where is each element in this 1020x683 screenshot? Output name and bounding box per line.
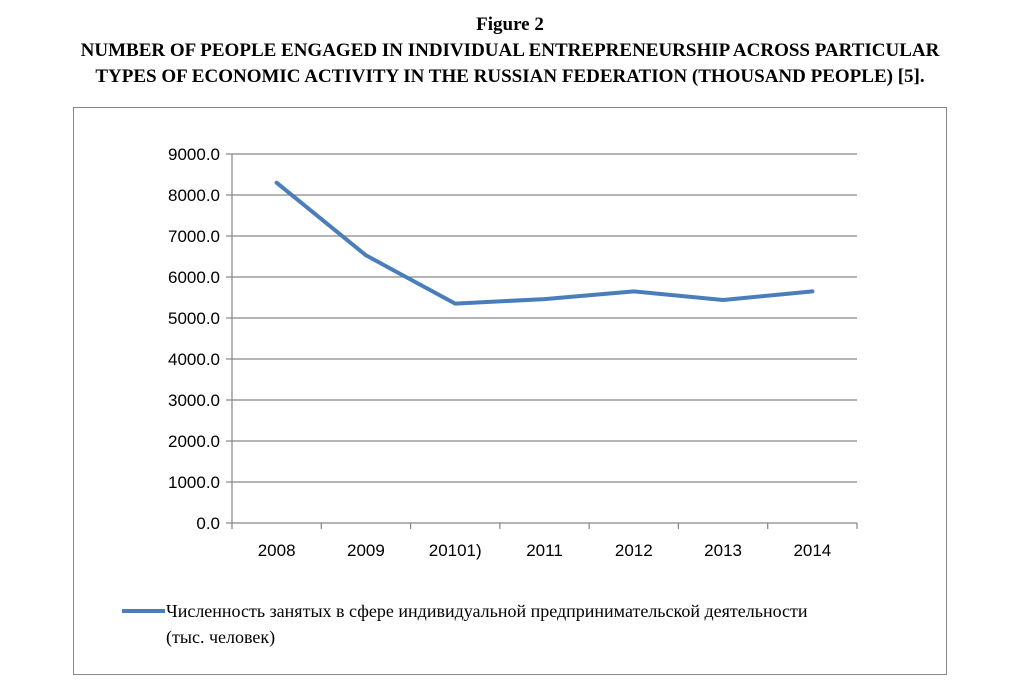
- x-tick-label: 20101): [429, 541, 482, 560]
- x-tick-label: 2012: [615, 541, 653, 560]
- x-tick-label: 2009: [347, 541, 385, 560]
- y-tick-label: 5000.0: [168, 309, 220, 328]
- y-tick-label: 8000.0: [168, 186, 220, 205]
- series-group: [274, 180, 815, 306]
- chart-frame: [73, 107, 947, 675]
- gridlines: [232, 153, 857, 483]
- y-tick-label: 3000.0: [168, 391, 220, 410]
- axes: [226, 153, 858, 529]
- x-tick-label: 2014: [793, 541, 831, 560]
- y-tick-label: 9000.0: [168, 145, 220, 164]
- x-tick-labels: 2008 2009 20101) 2011 2012 2013 2014: [258, 541, 832, 560]
- y-tick-labels: 0.0 1000.0 2000.0 3000.0 4000.0 5000.0 6000.0 7…: [168, 145, 220, 533]
- y-tick-label: 7000.0: [168, 227, 220, 246]
- figure-title-line1: NUMBER OF PEOPLE ENGAGED IN INDIVIDUAL E…: [80, 40, 940, 61]
- x-tick-label: 2011: [526, 541, 563, 560]
- y-tick-label: 6000.0: [168, 268, 220, 287]
- figure-title: NUMBER OF PEOPLE ENGAGED IN INDIVIDUAL E…: [0, 38, 1020, 90]
- y-tick-label: 1000.0: [168, 473, 220, 492]
- y-tick-label: 4000.0: [168, 350, 220, 369]
- legend-label-line1: Численность занятых в сфере индивидуальн…: [166, 601, 808, 621]
- y-tick-label: 2000.0: [168, 432, 220, 451]
- figure-label: Figure 2: [476, 14, 544, 35]
- series-line: [274, 180, 815, 306]
- legend-label-line2: (тыс. человек): [166, 627, 275, 648]
- y-tick-label: 0.0: [196, 514, 220, 533]
- x-tick-label: 2013: [704, 541, 742, 560]
- figure-title-line2: TYPES OF ECONOMIC ACTIVITY IN THE RUSSIA…: [95, 66, 925, 87]
- legend: Численность занятых в сфере индивидуальн…: [122, 601, 808, 648]
- x-tick-label: 2008: [258, 541, 296, 560]
